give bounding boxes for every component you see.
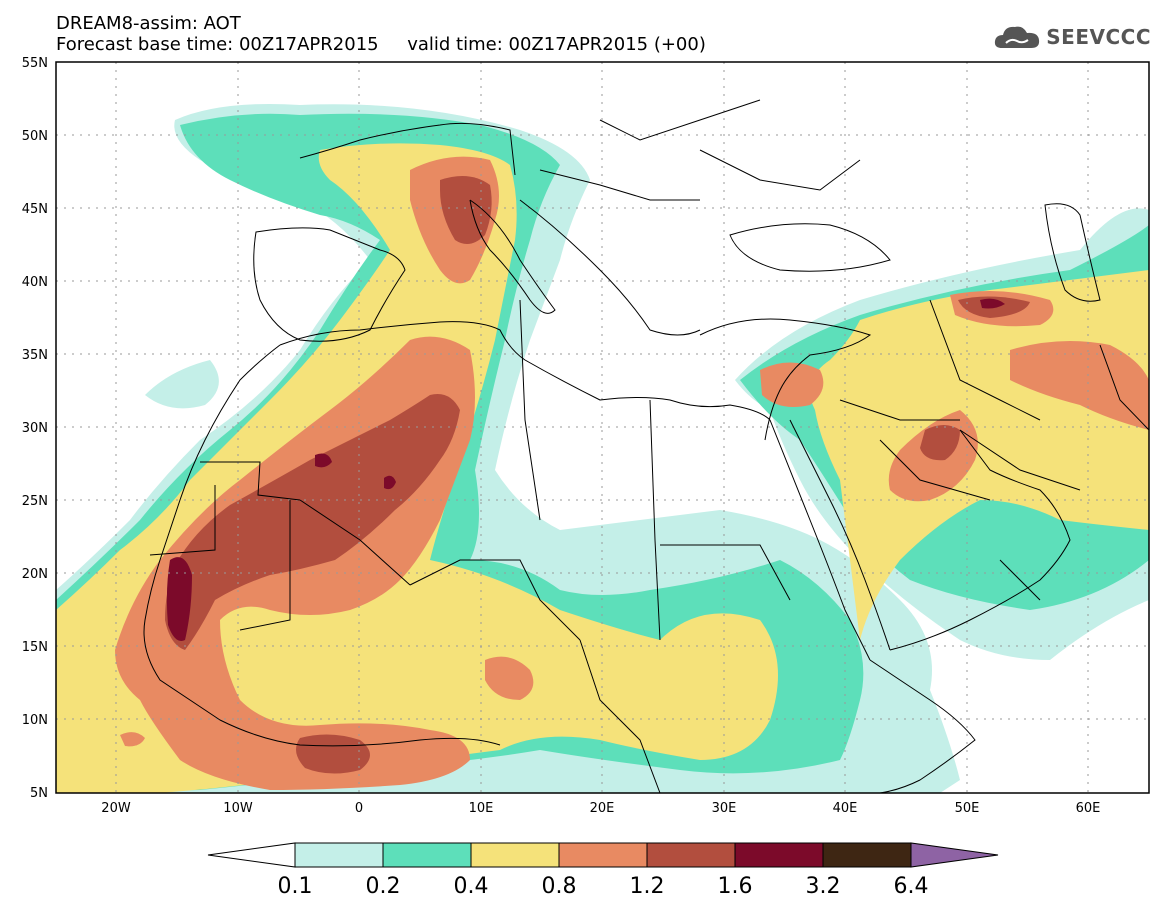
lat-tick-55n: 55N <box>22 56 48 71</box>
colorbar-segment-3 <box>470 842 560 868</box>
lon-tick-60e: 60E <box>1076 801 1101 816</box>
colorbar-label: 0.2 <box>366 874 401 899</box>
colorbar-segment-8 <box>910 842 999 868</box>
colorbar-segment-5 <box>646 842 736 868</box>
lat-tick-40n: 40N <box>22 275 48 290</box>
colorbar-labels: 0.1 0.2 0.4 0.8 1.2 1.6 3.2 6.4 <box>278 874 929 899</box>
lat-tick-25n: 25N <box>22 494 48 509</box>
colorbar-label: 1.2 <box>630 874 665 899</box>
colorbar-segment-2 <box>382 842 472 868</box>
lon-axis: 20W 10W 0 10E 20E 30E 40E 50E 60E <box>101 801 1100 816</box>
seevccc-logo: SEEVCCC <box>994 22 1151 52</box>
lat-tick-20n: 20N <box>22 567 48 582</box>
map-title: DREAM8-assim: AOT <box>56 13 241 34</box>
lon-tick-50e: 50E <box>955 801 980 816</box>
colorbar-label: 0.8 <box>542 874 577 899</box>
lat-tick-10n: 10N <box>22 713 48 728</box>
colorbar-label: 0.4 <box>454 874 489 899</box>
colorbar-segment-7 <box>822 842 912 868</box>
lon-tick-20w: 20W <box>101 801 131 816</box>
colorbar-segment-1 <box>294 842 384 868</box>
aot-field <box>56 62 1149 793</box>
lat-tick-50n: 50N <box>22 129 48 144</box>
colorbar-label: 1.6 <box>718 874 753 899</box>
graticule <box>56 62 1149 793</box>
lat-tick-5n: 5N <box>30 786 48 801</box>
colorbar-segment-6 <box>734 842 824 868</box>
lon-tick-30e: 30E <box>712 801 737 816</box>
lat-tick-35n: 35N <box>22 348 48 363</box>
lat-axis: 55N 50N 45N 40N 35N 30N 25N 20N 15N 10N … <box>22 56 48 801</box>
colorbar-segment-0 <box>207 842 296 868</box>
colorbar-label: 6.4 <box>894 874 929 899</box>
cloud-icon <box>995 26 1040 48</box>
lon-tick-0: 0 <box>355 801 363 816</box>
map-frame <box>55 61 1150 794</box>
lat-tick-45n: 45N <box>22 202 48 217</box>
colorbar <box>207 842 999 868</box>
lat-tick-15n: 15N <box>22 640 48 655</box>
lon-tick-40e: 40E <box>833 801 858 816</box>
lon-tick-20e: 20E <box>590 801 615 816</box>
lon-tick-10w: 10W <box>223 801 253 816</box>
forecast-time-line: Forecast base time: 00Z17APR2015 valid t… <box>56 34 706 55</box>
lon-tick-10e: 10E <box>469 801 494 816</box>
colorbar-label: 3.2 <box>806 874 841 899</box>
colorbar-label: 0.1 <box>278 874 313 899</box>
logo-text: SEEVCCC <box>1046 25 1151 49</box>
colorbar-segment-4 <box>558 842 648 868</box>
lat-tick-30n: 30N <box>22 421 48 436</box>
coastlines <box>143 99 1149 793</box>
